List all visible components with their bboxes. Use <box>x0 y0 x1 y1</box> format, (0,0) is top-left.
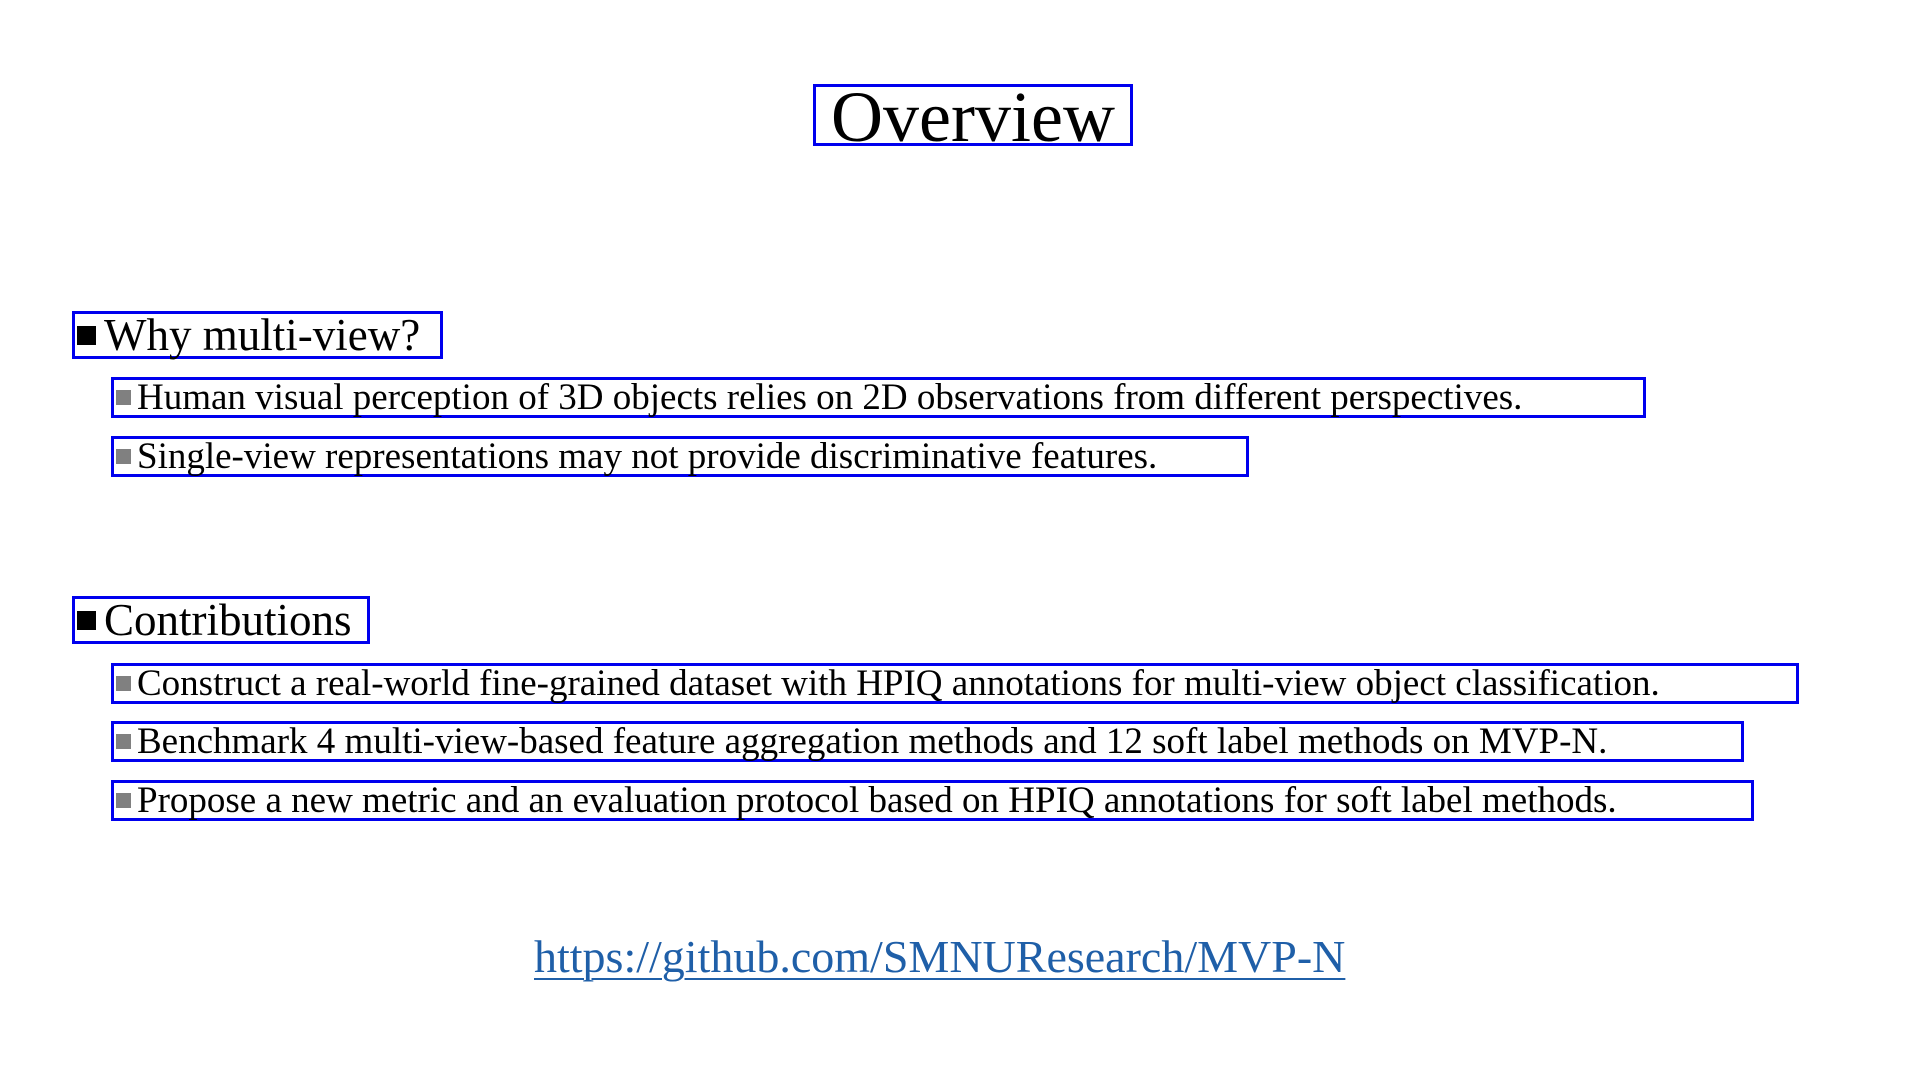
square-bullet-icon <box>116 793 131 808</box>
bullet-item: Propose a new metric and an evaluation p… <box>111 780 1754 821</box>
bullet-item: Benchmark 4 multi-view-based feature agg… <box>111 721 1744 762</box>
github-link[interactable]: https://github.com/SMNUResearch/MVP-N <box>534 931 1346 982</box>
bullet-item-text: Construct a real-world fine-grained data… <box>137 663 1660 704</box>
square-bullet-icon <box>77 610 96 630</box>
square-bullet-icon <box>77 325 96 345</box>
section-heading-why-multi-view: Why multi-view? <box>72 311 443 359</box>
bullet-item: Construct a real-world fine-grained data… <box>111 663 1799 704</box>
bullet-item-text: Human visual perception of 3D objects re… <box>137 377 1523 418</box>
bullet-item-text: Propose a new metric and an evaluation p… <box>137 780 1617 821</box>
square-bullet-icon <box>116 734 131 749</box>
bullet-item-text: Benchmark 4 multi-view-based feature agg… <box>137 721 1608 762</box>
square-bullet-icon <box>116 390 131 405</box>
section-heading-contributions: Contributions <box>72 596 370 644</box>
square-bullet-icon <box>116 676 131 691</box>
square-bullet-icon <box>116 449 131 464</box>
bullet-item: Human visual perception of 3D objects re… <box>111 377 1646 418</box>
section-heading-text: Why multi-view? <box>104 310 421 360</box>
bullet-item: Single-view representations may not prov… <box>111 436 1249 477</box>
bullet-item-text: Single-view representations may not prov… <box>137 436 1158 477</box>
section-heading-text: Contributions <box>104 595 352 645</box>
slide-title: Overview <box>813 81 1133 153</box>
